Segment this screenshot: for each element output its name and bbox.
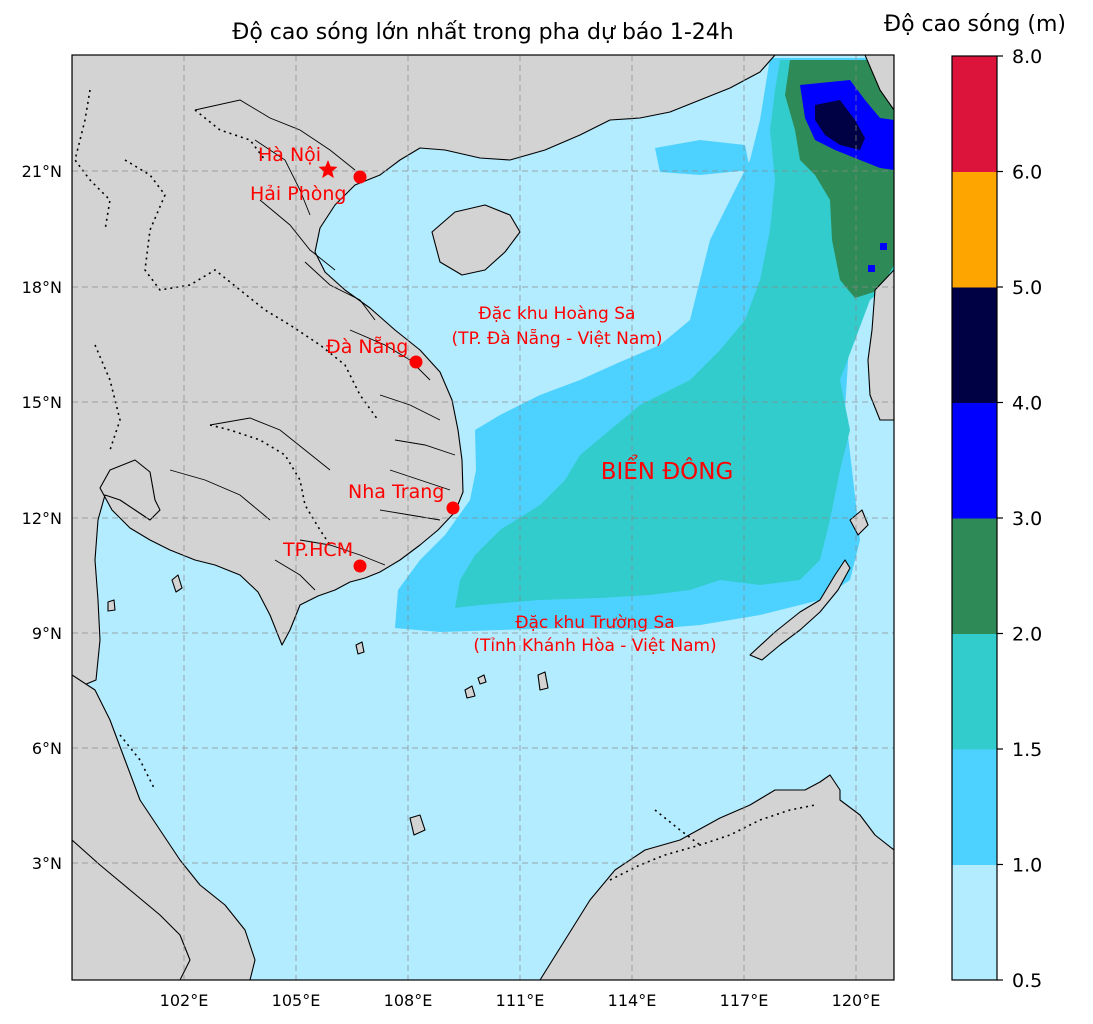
borneo-island <box>539 774 894 980</box>
province-border <box>169 469 271 521</box>
lat-tick-label: 3°N <box>32 854 62 873</box>
colorbar: 0.5 1.0 1.5 2.0 3.0 4.0 5.0 6.0 8.0 <box>951 46 1042 992</box>
lon-tick-label: 117°E <box>720 991 769 1010</box>
colorbar-segment <box>952 402 997 519</box>
lon-tick-label: 111°E <box>496 991 545 1010</box>
province-border <box>274 559 316 591</box>
lat-tick-label: 9°N <box>32 624 62 643</box>
colorbar-segment <box>952 518 997 634</box>
taiwan-island <box>864 55 894 111</box>
map-frame <box>71 54 895 981</box>
province-border <box>194 99 356 171</box>
colorbar-segment <box>952 749 997 865</box>
colorbar-tick-label: 3.0 <box>1012 508 1042 530</box>
lon-tick-label: 102°E <box>160 991 209 1010</box>
map-plot-area: Hà Nội Hải Phòng Đà Nẵng Nha Trang TP.HC… <box>72 55 894 980</box>
label-ha-noi: Hà Nội <box>258 144 321 166</box>
colorbar-tick-label: 8.0 <box>1012 46 1042 68</box>
country-border <box>654 809 701 846</box>
wave-zone-3.0-4.0-speck <box>868 265 875 272</box>
hainan-island <box>431 204 521 276</box>
lat-tick-label: 21°N <box>22 162 62 181</box>
colorbar-segment <box>952 171 997 288</box>
colorbar-segment <box>952 56 997 172</box>
label-nha-trang: Nha Trang <box>348 481 444 503</box>
label-tp-hcm: TP.HCM <box>282 539 353 561</box>
small-island <box>464 685 476 699</box>
colorbar-segment <box>952 287 997 403</box>
colorbar-title: Độ cao sóng (m) <box>884 12 1066 37</box>
province-border <box>394 439 456 456</box>
country-border <box>74 89 111 231</box>
country-border <box>119 734 156 791</box>
natuna-island <box>409 814 426 836</box>
colorbar-tick-label: 1.0 <box>1012 855 1042 877</box>
luzon-island <box>867 269 894 421</box>
small-island <box>477 674 487 685</box>
da-nang-marker <box>409 355 423 369</box>
province-border <box>379 394 441 421</box>
lat-tick-label: 15°N <box>22 393 62 412</box>
lon-tick-label: 105°E <box>272 991 321 1010</box>
lat-tick-label: 12°N <box>22 509 62 528</box>
lat-tick-labels: 3°N 6°N 9°N 12°N 15°N 18°N 21°N <box>22 162 62 873</box>
lon-tick-label: 114°E <box>608 991 657 1010</box>
country-border <box>209 424 331 546</box>
colorbar-tick-label: 5.0 <box>1012 277 1042 299</box>
country-border <box>94 344 121 451</box>
mindoro-island <box>849 509 869 536</box>
country-border <box>124 159 379 421</box>
tp-hcm-marker <box>353 559 367 573</box>
province-border <box>349 329 431 381</box>
nha-trang-marker <box>446 501 460 515</box>
mainland-asia <box>72 55 776 691</box>
small-island <box>537 671 549 691</box>
province-border <box>299 539 386 566</box>
province-border <box>259 199 336 271</box>
con-dao-island <box>355 641 365 655</box>
province-border <box>379 509 441 521</box>
map-title: Độ cao sóng lớn nhất trong pha dự báo 1-… <box>232 20 734 45</box>
lon-tick-labels: 102°E 105°E 108°E 111°E 114°E 117°E 120°… <box>160 991 881 1010</box>
small-island <box>107 599 116 612</box>
lon-tick-label: 108°E <box>384 991 433 1010</box>
label-hoang-sa-line1: Đặc khu Hoàng Sa <box>479 304 636 324</box>
colorbar-tick-label: 1.5 <box>1012 739 1042 761</box>
colorbar-tick-label: 0.5 <box>1012 970 1042 992</box>
province-border <box>209 417 331 471</box>
ha-noi-star-marker <box>318 160 338 179</box>
hai-phong-marker <box>353 170 367 184</box>
wave-zone-1.5-2.0 <box>455 60 894 608</box>
sumatra-island <box>72 839 191 980</box>
label-truong-sa-line2: (Tỉnh Khánh Hòa - Việt Nam) <box>473 636 716 656</box>
province-border <box>389 469 451 491</box>
colorbar-tick-label: 6.0 <box>1012 162 1042 184</box>
label-truong-sa-line1: Đặc khu Trường Sa <box>515 613 674 633</box>
colorbar-segment <box>952 633 997 750</box>
phu-quoc-island <box>171 574 183 593</box>
province-border <box>304 261 376 321</box>
colorbar-tick-label: 4.0 <box>1012 393 1042 415</box>
province-border <box>254 139 311 216</box>
wave-zone-1.0-1.5-gulf <box>655 140 750 175</box>
label-hai-phong: Hải Phòng <box>250 183 346 205</box>
wave-zone-4.0-5.0 <box>815 100 865 150</box>
label-da-nang: Đà Nẵng <box>326 335 408 358</box>
colorbar-segment <box>952 864 997 981</box>
palawan-island <box>749 559 851 661</box>
lon-tick-label: 120°E <box>832 991 881 1010</box>
lat-tick-label: 6°N <box>32 739 62 758</box>
label-hoang-sa-line2: (TP. Đà Nẵng - Việt Nam) <box>452 328 663 349</box>
label-bien-dong: BIỂN ĐÔNG <box>601 455 734 485</box>
colorbar-tick-label: 2.0 <box>1012 624 1042 646</box>
lat-tick-label: 18°N <box>22 278 62 297</box>
wave-zone-3.0-4.0-speck <box>880 243 887 250</box>
